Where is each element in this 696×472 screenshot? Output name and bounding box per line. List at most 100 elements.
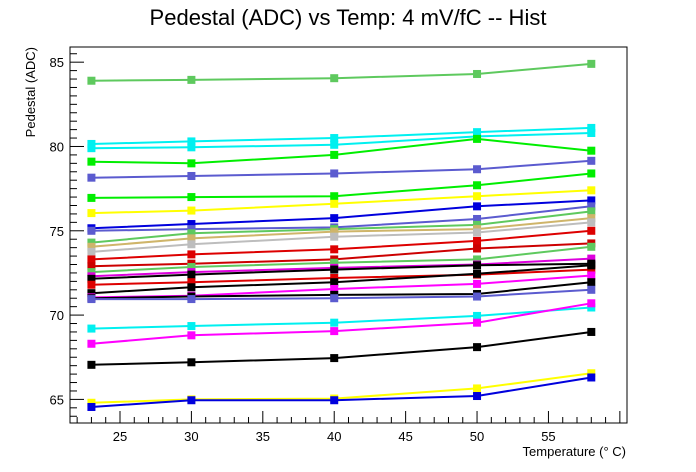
series-point-10 bbox=[87, 238, 96, 247]
series-point-20 bbox=[473, 279, 482, 288]
series-point-17 bbox=[473, 261, 482, 270]
series-point-23 bbox=[587, 303, 596, 312]
series-point-11 bbox=[587, 214, 596, 223]
series-point-12 bbox=[330, 232, 339, 241]
series-point-15 bbox=[587, 242, 596, 251]
series-point-2 bbox=[473, 128, 482, 137]
series-point-15 bbox=[187, 263, 196, 272]
series-line-3 bbox=[91, 132, 592, 150]
series-point-7 bbox=[87, 209, 96, 218]
series-line-7 bbox=[91, 189, 592, 215]
series-line-23 bbox=[91, 306, 592, 330]
series-point-15 bbox=[87, 268, 96, 277]
series-line-9 bbox=[91, 205, 592, 232]
series-point-19 bbox=[187, 283, 196, 292]
series-point-3 bbox=[587, 128, 596, 137]
series-point-12 bbox=[87, 247, 96, 256]
series-point-4 bbox=[187, 159, 196, 168]
x-tick-label: 55 bbox=[541, 429, 555, 444]
series-line-24 bbox=[91, 302, 592, 345]
series-point-19 bbox=[330, 278, 339, 287]
series-point-6 bbox=[187, 193, 196, 202]
series-line-27 bbox=[91, 376, 592, 408]
series-point-23 bbox=[187, 322, 196, 331]
series-point-4 bbox=[587, 146, 596, 155]
series-point-1 bbox=[330, 74, 339, 83]
series-point-22 bbox=[87, 295, 96, 304]
series-point-22 bbox=[587, 285, 596, 294]
series-point-7 bbox=[187, 206, 196, 215]
x-tick-label: 35 bbox=[256, 429, 270, 444]
series-point-15 bbox=[330, 258, 339, 267]
series-point-3 bbox=[187, 143, 196, 152]
series-point-22 bbox=[187, 295, 196, 304]
series-point-5 bbox=[330, 169, 339, 178]
series-point-21 bbox=[587, 278, 596, 287]
series-point-7 bbox=[587, 186, 596, 195]
series-point-13 bbox=[330, 245, 339, 254]
x-tick-label: 45 bbox=[398, 429, 412, 444]
series-point-23 bbox=[87, 324, 96, 333]
x-tick-label: 25 bbox=[113, 429, 127, 444]
series-point-10 bbox=[187, 229, 196, 238]
series-point-18 bbox=[87, 280, 96, 289]
series-point-10 bbox=[587, 207, 596, 216]
y-tick-label: 70 bbox=[50, 308, 64, 323]
series-point-8 bbox=[330, 214, 339, 223]
series-point-8 bbox=[473, 202, 482, 211]
axis-layer: 25 30 35 40 45 50 55 65 70 75 80 85 bbox=[50, 53, 621, 444]
series-point-4 bbox=[473, 134, 482, 143]
series-layer bbox=[87, 59, 596, 411]
series-point-26 bbox=[473, 384, 482, 393]
series-point-24 bbox=[187, 331, 196, 340]
series-line-26 bbox=[91, 372, 592, 404]
series-point-16 bbox=[587, 254, 596, 263]
series-point-24 bbox=[87, 339, 96, 348]
y-tick-label: 65 bbox=[50, 392, 64, 407]
series-point-6 bbox=[87, 193, 96, 202]
series-point-15 bbox=[473, 255, 482, 264]
series-point-27 bbox=[473, 392, 482, 401]
series-point-5 bbox=[473, 165, 482, 174]
series-point-24 bbox=[587, 299, 596, 308]
series-point-1 bbox=[587, 59, 596, 68]
series-line-1 bbox=[91, 62, 592, 82]
series-point-20 bbox=[587, 271, 596, 280]
series-point-5 bbox=[87, 173, 96, 182]
series-point-13 bbox=[473, 236, 482, 245]
series-line-11 bbox=[91, 217, 592, 248]
series-point-14 bbox=[473, 244, 482, 253]
series-point-2 bbox=[87, 139, 96, 148]
series-point-26 bbox=[587, 369, 596, 378]
series-point-2 bbox=[187, 137, 196, 146]
series-point-27 bbox=[587, 373, 596, 382]
series-point-23 bbox=[330, 318, 339, 327]
series-point-11 bbox=[187, 234, 196, 243]
series-point-12 bbox=[187, 240, 196, 249]
series-point-19 bbox=[87, 289, 96, 298]
series-point-8 bbox=[587, 196, 596, 205]
series-point-18 bbox=[187, 278, 196, 287]
series-point-9 bbox=[473, 214, 482, 223]
series-point-3 bbox=[87, 144, 96, 153]
series-point-18 bbox=[587, 265, 596, 274]
y-tick-label: 75 bbox=[50, 224, 64, 239]
series-point-8 bbox=[187, 220, 196, 229]
series-point-25 bbox=[330, 354, 339, 363]
series-point-5 bbox=[187, 171, 196, 180]
series-point-9 bbox=[587, 202, 596, 211]
series-point-23 bbox=[473, 311, 482, 320]
series-point-14 bbox=[87, 262, 96, 271]
series-point-12 bbox=[587, 218, 596, 227]
series-point-2 bbox=[330, 134, 339, 143]
series-point-17 bbox=[87, 274, 96, 283]
series-point-13 bbox=[587, 226, 596, 235]
series-point-24 bbox=[473, 318, 482, 327]
x-tick-label: 30 bbox=[184, 429, 198, 444]
y-tick-label: 80 bbox=[50, 139, 64, 154]
series-point-9 bbox=[187, 225, 196, 234]
series-point-6 bbox=[473, 181, 482, 190]
series-point-11 bbox=[330, 227, 339, 236]
series-point-6 bbox=[330, 192, 339, 201]
series-point-20 bbox=[330, 284, 339, 293]
